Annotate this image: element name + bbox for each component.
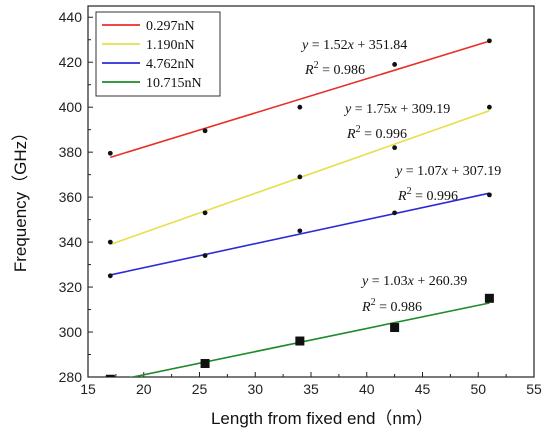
x-axis-title: Length from fixed end（nm） xyxy=(211,409,433,428)
fit-equation-3-part-1: = 1.03 xyxy=(368,274,407,289)
legend: 0.297nN 1.190nN 4.762nN 10.715nN xyxy=(95,11,221,97)
fit-equation-1-part-0: y xyxy=(343,102,352,117)
fit-r2-2-value: = 0.996 xyxy=(412,189,458,204)
fit-equation-3: y = 1.03x + 260.39 xyxy=(360,274,467,289)
fit-equation-1: y = 1.75x + 309.19 xyxy=(343,102,450,117)
data-point-3-4 xyxy=(484,293,494,303)
fit-r2-0-value: = 0.986 xyxy=(319,63,365,78)
fit-equation-0: y = 1.52x + 351.84 xyxy=(300,38,407,53)
x-tick-label-8: 55 xyxy=(526,381,542,397)
fit-equation-1-part-1: = 1.75 xyxy=(351,102,390,117)
data-point-0-1 xyxy=(202,128,208,134)
fit-line-0 xyxy=(110,40,490,159)
y-tick-label-3: 340 xyxy=(59,234,83,250)
data-point-3-3 xyxy=(390,323,400,333)
legend-label-0: 0.297nN xyxy=(146,19,195,34)
plot-area: 15 20 25 30 35 40 45 50 55 280 300 320 340 360 380 400 4… xyxy=(59,5,542,397)
data-point-0-2 xyxy=(297,104,303,110)
legend-label-2: 4.762nN xyxy=(146,57,195,72)
fit-r2-0-sup: 2 xyxy=(314,60,319,71)
x-tick-label-2: 25 xyxy=(192,381,208,397)
legend-label-3: 10.715nN xyxy=(146,76,202,91)
x-tick-label-4: 35 xyxy=(303,381,319,397)
y-tick-label-0: 280 xyxy=(59,369,83,385)
data-point-2-4 xyxy=(487,192,492,198)
y-axis-title: Frequency（GHz） xyxy=(11,124,30,272)
x-tick-label-1: 20 xyxy=(136,381,152,397)
series-0 xyxy=(107,38,492,159)
legend-label-1: 1.190nN xyxy=(146,38,195,53)
fit-equation-1-part-3: + 309.19 xyxy=(397,102,450,117)
fit-equation-2: y = 1.07x + 307.19 xyxy=(394,164,501,179)
fit-r2-0-var: R xyxy=(304,63,314,78)
y-tick-label-8: 440 xyxy=(59,9,83,25)
y-tick-label-4: 360 xyxy=(59,189,83,205)
series-3 xyxy=(105,293,494,377)
fit-equation-2-part-2: x xyxy=(441,164,449,179)
data-point-3-1 xyxy=(200,359,210,369)
fit-r2-1: R2 = 0.996 xyxy=(346,124,407,142)
data-point-0-4 xyxy=(487,38,492,44)
x-tick-label-3: 30 xyxy=(247,381,263,397)
fit-r2-1-sup: 2 xyxy=(356,124,361,135)
data-point-0-3 xyxy=(392,62,398,67)
fit-r2-3-value: = 0.986 xyxy=(376,300,422,315)
fit-equation-0-part-0: y xyxy=(300,38,309,53)
fit-equation-2-part-1: = 1.07 xyxy=(402,164,441,179)
fit-equation-0-part-1: = 1.52 xyxy=(308,38,347,53)
fit-equation-3-part-3: + 260.39 xyxy=(414,274,467,289)
fit-equation-0-part-3: + 351.84 xyxy=(354,38,407,53)
series-2 xyxy=(107,192,492,279)
series-1 xyxy=(107,104,492,246)
data-point-2-2 xyxy=(297,228,303,234)
data-point-0-0 xyxy=(107,150,113,156)
fit-r2-3-sup: 2 xyxy=(371,297,376,308)
data-point-3-2 xyxy=(295,336,305,346)
fit-equation-2-part-3: + 307.19 xyxy=(448,164,501,179)
fit-r2-1-var: R xyxy=(346,127,356,142)
fit-r2-0: R2 = 0.986 xyxy=(304,60,365,78)
fit-equation-3-part-2: x xyxy=(407,274,415,289)
data-point-2-1 xyxy=(202,253,208,258)
x-tick-label-7: 50 xyxy=(470,381,486,397)
fit-r2-3: R2 = 0.986 xyxy=(361,297,422,315)
fit-r2-2-sup: 2 xyxy=(407,186,412,197)
x-tick-label-0: 15 xyxy=(80,381,96,397)
fit-equation-2-part-0: y xyxy=(394,164,403,179)
y-tick-label-7: 420 xyxy=(59,54,83,70)
data-point-1-1 xyxy=(202,210,208,216)
x-tick-label-6: 45 xyxy=(415,381,431,397)
data-point-1-2 xyxy=(297,174,303,180)
fit-equation-1-part-2: x xyxy=(390,102,398,117)
data-point-2-0 xyxy=(107,273,113,279)
data-point-2-3 xyxy=(392,210,398,216)
data-point-3-0 xyxy=(105,374,115,377)
fit-r2-2: R2 = 0.996 xyxy=(397,186,458,204)
data-point-1-3 xyxy=(392,145,398,151)
data-point-1-0 xyxy=(107,239,113,245)
series-group xyxy=(105,38,494,377)
x-tick-label-5: 40 xyxy=(359,381,375,397)
fit-r2-2-var: R xyxy=(397,189,407,204)
y-tick-label-1: 300 xyxy=(59,324,83,340)
y-tick-label-2: 320 xyxy=(59,279,83,295)
fit-equation-3-part-0: y xyxy=(360,274,369,289)
fit-line-2 xyxy=(110,192,490,276)
y-tick-label-6: 400 xyxy=(59,99,83,115)
data-point-1-4 xyxy=(487,104,492,110)
fit-equation-0-part-2: x xyxy=(347,38,355,53)
fit-r2-1-value: = 0.996 xyxy=(361,127,407,142)
fit-r2-3-var: R xyxy=(361,300,371,315)
y-tick-label-5: 380 xyxy=(59,144,83,160)
